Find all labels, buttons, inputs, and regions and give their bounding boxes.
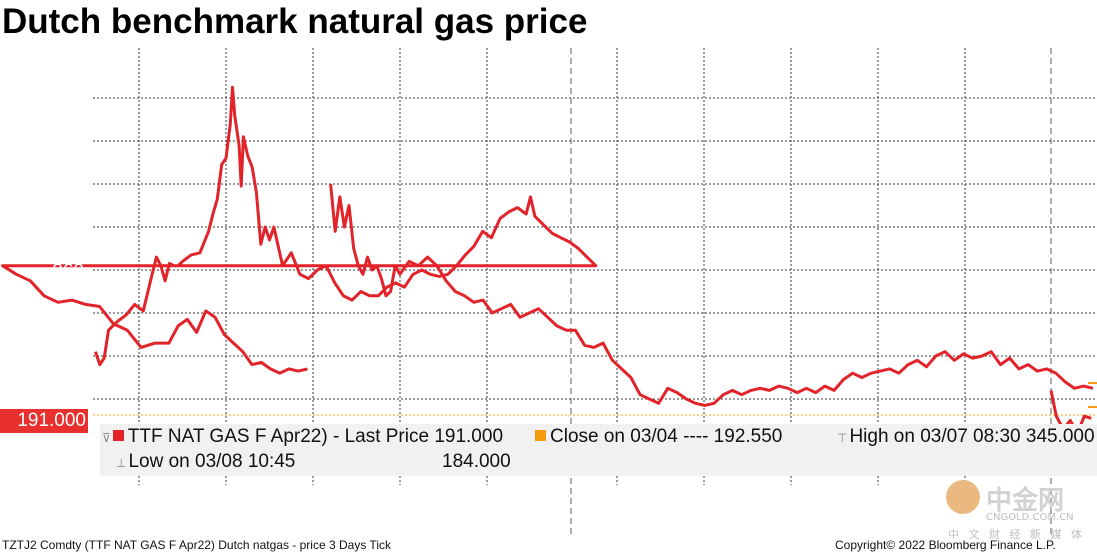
price-line-segment: [1, 85, 598, 375]
y-tick-label: 280: [52, 218, 84, 239]
legend-item-low: ⊥ Low on 03/08 10:45: [116, 451, 295, 473]
x-tick-label: 08:00: [114, 487, 164, 509]
series-swatch: [112, 430, 124, 441]
x-tick-label-partial: 8: [1082, 487, 1093, 509]
footer-copyright: Copyright© 2022 Bloomberg Finance L.P.: [835, 538, 1056, 552]
chart-title: Dutch benchmark natural gas price: [2, 2, 588, 41]
x-tick-label: 12:00: [777, 487, 827, 509]
legend-close-label: Close on 03/04 ---- 192.550: [550, 426, 783, 447]
x-tick-labels: 08:00 12:00 16:00 08:00 12:00 8 07 Mar 2022 08 …: [114, 487, 1094, 534]
close-swatch: [535, 430, 546, 441]
legend-last-price-label: TTF NAT GAS F Apr22) - Last Price 191.00…: [127, 426, 504, 447]
watermark-text: 中金网: [986, 486, 1065, 516]
footer-ticker-desc: TZTJ2 Comdty (TTF NAT GAS F Apr22) Dutch…: [2, 538, 391, 552]
watermark: 中金网 CNGOLD.COM.CN 中 文 财 经 新 媒 体: [946, 480, 1096, 541]
low-marker-icon: ⊥: [116, 456, 127, 470]
legend-high-label: High on 03/07 08:30 345.000: [849, 426, 1095, 447]
date-label: 07 Mar 2022: [276, 512, 388, 534]
y-tick-label: 300: [52, 175, 84, 196]
price-line-segment: [329, 183, 1094, 407]
watermark-logo-icon: [946, 480, 980, 514]
gridlines: [93, 48, 1097, 538]
pin-icon: ⊽: [102, 431, 111, 445]
legend-item-close: Close on 03/04 ---- 192.550: [535, 426, 782, 448]
y-tick-label: 260: [52, 261, 84, 282]
y-tick-label: 180: [52, 433, 84, 454]
y-tick-label: 320: [52, 132, 84, 153]
y-tick-label: 240: [52, 304, 84, 325]
legend-low-value-row: 184.000: [442, 451, 511, 473]
date-label: 08 Mar 2022: [756, 512, 868, 534]
series-layer: [1, 85, 1094, 435]
price-line-segment: [1049, 390, 1092, 435]
legend: ⊽ TTF NAT GAS F Apr22) - Last Price 191.0…: [100, 424, 1097, 476]
y-tick-label: 200: [52, 390, 84, 411]
y-tick-label: 220: [52, 347, 84, 368]
high-marker-icon: ⊤: [837, 431, 848, 445]
legend-low-value: 184.000: [442, 451, 511, 472]
legend-low-label: Low on 03/08 10:45: [128, 451, 296, 472]
legend-item-high: ⊤ High on 03/07 08:30 345.000: [837, 426, 1095, 448]
y-tick-labels: 180 200 220 240 260 280 300 320 340: [52, 89, 84, 454]
watermark-sub: CNGOLD.COM.CN: [986, 512, 1074, 523]
x-tick-label: 16:00: [462, 487, 512, 509]
x-tick-label: 08:00: [592, 487, 642, 509]
legend-item-last-price: ⊽ TTF NAT GAS F Apr22) - Last Price 191.0…: [102, 426, 503, 448]
reference-lines: [93, 382, 1097, 416]
x-tick-label: 12:00: [288, 487, 338, 509]
last-price-tag: 191.000: [0, 409, 88, 433]
y-tick-label: 340: [52, 89, 84, 110]
watermark-sub2: 中 文 财 经 新 媒 体: [948, 528, 1085, 541]
